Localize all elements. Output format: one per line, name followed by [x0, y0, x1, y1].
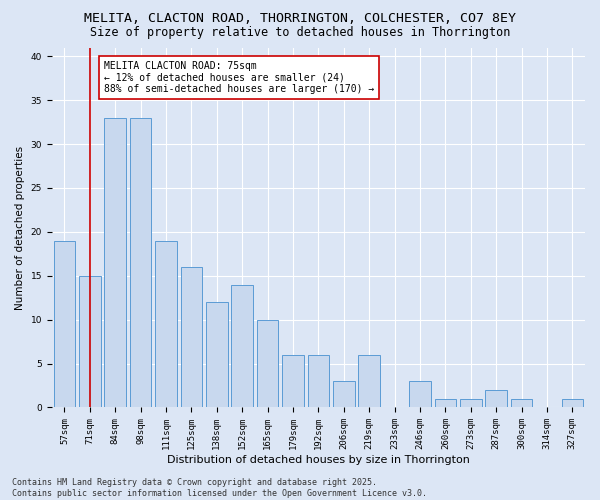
Bar: [206, 302, 227, 408]
Text: MELITA, CLACTON ROAD, THORRINGTON, COLCHESTER, CO7 8EY: MELITA, CLACTON ROAD, THORRINGTON, COLCH…: [84, 12, 516, 26]
Bar: [409, 381, 431, 407]
Bar: [53, 240, 75, 408]
X-axis label: Distribution of detached houses by size in Thorrington: Distribution of detached houses by size …: [167, 455, 470, 465]
Bar: [358, 355, 380, 408]
Bar: [104, 118, 126, 408]
Y-axis label: Number of detached properties: Number of detached properties: [15, 146, 25, 310]
Text: MELITA CLACTON ROAD: 75sqm
← 12% of detached houses are smaller (24)
88% of semi: MELITA CLACTON ROAD: 75sqm ← 12% of deta…: [104, 60, 374, 94]
Bar: [460, 398, 482, 407]
Bar: [485, 390, 507, 407]
Bar: [511, 398, 532, 407]
Bar: [562, 398, 583, 407]
Bar: [333, 381, 355, 407]
Bar: [282, 355, 304, 408]
Bar: [79, 276, 101, 407]
Bar: [155, 240, 177, 408]
Text: Size of property relative to detached houses in Thorrington: Size of property relative to detached ho…: [90, 26, 510, 39]
Bar: [181, 267, 202, 408]
Bar: [130, 118, 151, 408]
Bar: [308, 355, 329, 408]
Bar: [232, 284, 253, 408]
Bar: [257, 320, 278, 408]
Bar: [434, 398, 456, 407]
Text: Contains HM Land Registry data © Crown copyright and database right 2025.
Contai: Contains HM Land Registry data © Crown c…: [12, 478, 427, 498]
